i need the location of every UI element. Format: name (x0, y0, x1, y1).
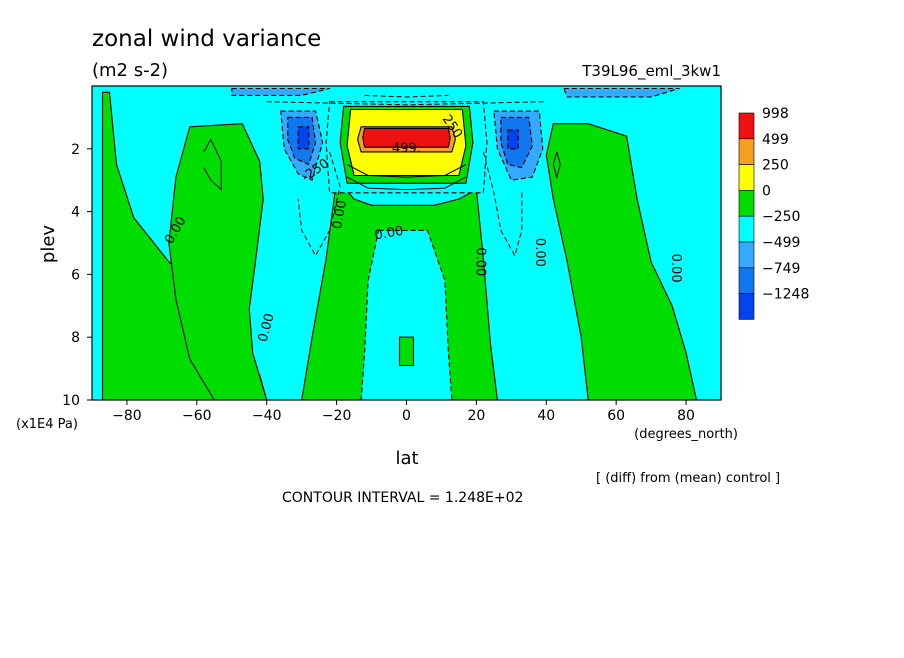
contour-region-6 (360, 229, 453, 400)
chart-subtitle: (m2 s-2) (92, 60, 168, 81)
x-tick-label-4: 0 (402, 408, 411, 424)
colorbar-swatch-2 (738, 164, 755, 191)
colorbar-label-4: −250 (762, 209, 800, 225)
y-tick-label-4: 10 (62, 393, 80, 409)
contour-label-3: 0.00 (373, 224, 404, 244)
x-tick-label-7: 60 (607, 408, 625, 424)
colorbar-label-5: −499 (762, 235, 800, 251)
x-axis-label: lat (395, 448, 418, 469)
x-axis: −80 −60 −40 −20 0 20 40 60 80 (112, 400, 695, 424)
contour-region-16 (507, 129, 519, 150)
colorbar-swatch-7 (738, 293, 755, 320)
contour-line-1 (552, 151, 561, 179)
contour-line-3 (346, 164, 467, 178)
colorbar-label-6: −749 (762, 261, 800, 277)
contour-region-13 (297, 126, 310, 150)
contour-line-6 (266, 101, 547, 106)
contour-region-7 (398, 336, 415, 367)
colorbar-legend: 998 499 250 0 −250 −499 −749 −1248 (738, 106, 809, 320)
colorbar-label-2: 250 (762, 158, 789, 174)
colorbar-swatch-0 (738, 112, 755, 140)
y-tick-label-3: 8 (71, 330, 80, 346)
colorbar-swatch-5 (738, 241, 755, 269)
x-tick-label-0: −80 (112, 408, 142, 424)
y-axis-units: (x1E4 Pa) (16, 417, 78, 432)
colorbar-swatch-6 (738, 267, 755, 294)
filled-regions (101, 87, 698, 400)
contour-region-17 (231, 87, 331, 96)
x-tick-label-8: 80 (677, 408, 695, 424)
colorbar-swatch-4 (738, 215, 755, 243)
contour-line-7 (364, 94, 449, 98)
colorbar-label-0: 998 (762, 106, 789, 122)
colorbar-swatch-3 (738, 190, 755, 217)
y-axis-label: plev (38, 225, 59, 264)
contour-region-3 (545, 123, 698, 400)
contour-lines (203, 94, 561, 257)
contour-region-18 (563, 87, 680, 98)
contour-label-4: 0.00 (472, 247, 487, 276)
contour-label-1: 0.00 (256, 312, 278, 344)
contour-line-2 (346, 176, 467, 191)
contour-label-6: 0.00 (668, 254, 683, 283)
x-axis-units: (degrees_north) (634, 427, 738, 442)
experiment-label: T39L96_eml_3kw1 (581, 62, 721, 81)
diff-note: [ (diff) from (mean) control ] (596, 471, 780, 486)
x-tick-label-5: 20 (467, 408, 485, 424)
y-axis: 2 4 6 8 10 (62, 142, 92, 409)
colorbar-label-3: 0 (762, 183, 771, 199)
contour-region-10 (362, 127, 451, 148)
colorbar-label-1: 499 (762, 132, 789, 148)
contour-region-1 (168, 123, 268, 400)
colorbar-label-7: −1248 (762, 287, 809, 303)
x-tick-label-6: 40 (537, 408, 555, 424)
x-tick-label-1: −60 (182, 408, 212, 424)
contour-line-0 (203, 138, 222, 191)
x-tick-label-2: −40 (252, 408, 282, 424)
contour-label-5: 0.00 (532, 238, 547, 267)
chart-title: zonal wind variance (92, 26, 321, 52)
contour-label-9: 499. (392, 141, 421, 156)
contour-line-4 (297, 151, 341, 257)
x-tick-label-3: −20 (322, 408, 352, 424)
colorbar-swatch-1 (738, 138, 755, 165)
contour-line-5 (482, 151, 523, 257)
contour-label-2: 0.00 (330, 199, 350, 230)
contour-interval-note: CONTOUR INTERVAL = 1.248E+02 (282, 490, 523, 506)
y-tick-label-1: 4 (71, 205, 80, 221)
y-tick-label-0: 2 (71, 142, 80, 158)
y-tick-label-2: 6 (71, 267, 80, 283)
